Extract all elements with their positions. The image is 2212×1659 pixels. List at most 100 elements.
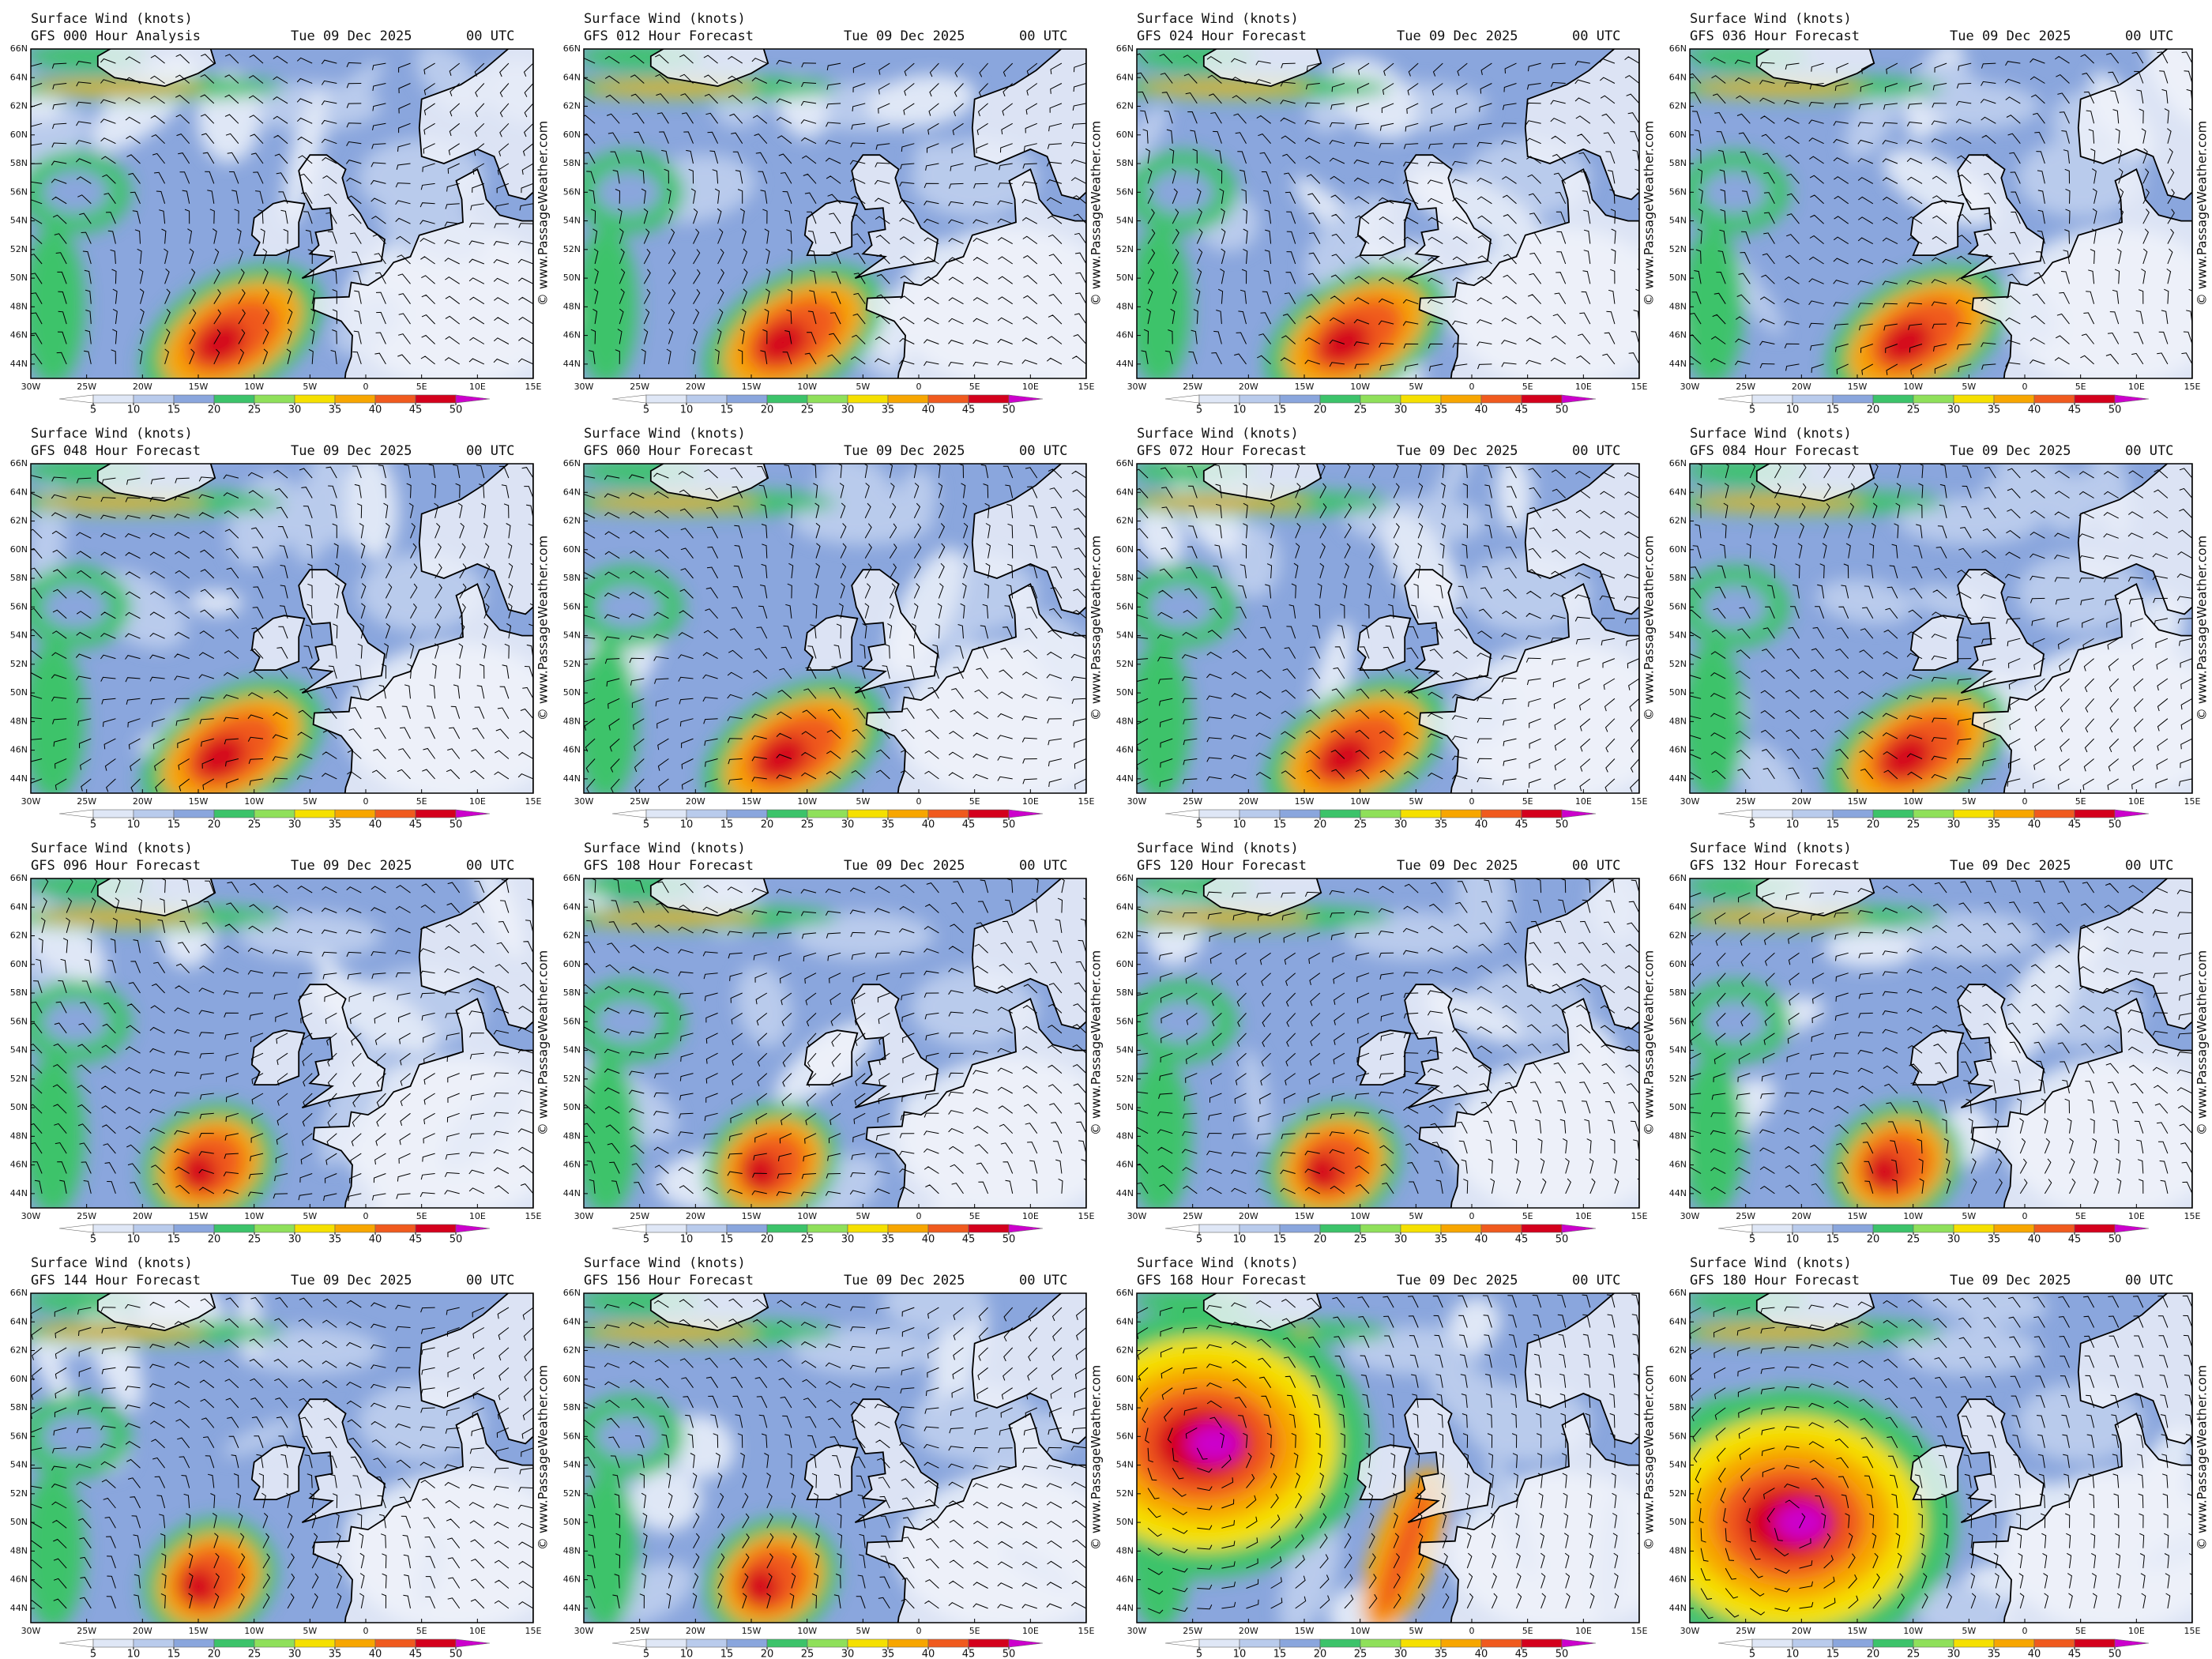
colorbar-label: 35 [1435,404,1448,416]
colorbar-segment [1717,1638,1753,1648]
lat-label: 62N [1669,516,1687,526]
lon-label: 5E [416,1211,427,1221]
wind-barbs [584,464,1086,793]
lon-label: 10W [244,1211,264,1221]
panel: Surface Wind (knots) GFS 096 Hour Forecas… [10,841,551,1246]
land [1755,464,1875,502]
map-frame [1689,1292,2193,1623]
wind-area [584,878,610,920]
colorbar-segment [415,1638,457,1648]
colorbar-segment [968,1224,1010,1233]
colorbar-label: 20 [761,1234,774,1246]
lat-label: 44N [1116,359,1134,369]
lat-label: 46N [1116,745,1134,755]
colorbar-label: 35 [1988,819,2001,831]
colorbar-segment [611,1638,647,1648]
colorbar-segment [1561,809,1597,818]
lon-label: 5W [1409,382,1423,392]
panel-title: Surface Wind (knots) [584,1255,746,1271]
colorbar-segment [1561,1638,1597,1648]
colorbar-label: 25 [1354,1649,1367,1659]
colorbar-segment [1400,809,1442,818]
lat-label: 54N [10,1460,28,1470]
colorbar-label: 10 [127,404,141,416]
lat-label: 50N [563,1517,581,1527]
colorbar-label: 20 [761,404,774,416]
lon-label: 30W [21,1626,41,1636]
colorbar-label: 50 [1003,819,1016,831]
lat-label: 60N [1116,959,1134,969]
colorbar-label: 20 [1867,404,1880,416]
panel-title: Surface Wind (knots) [1690,841,1852,856]
land [1202,464,1322,502]
wind-area [1139,911,1314,923]
colorbar-segment [2074,394,2116,404]
wind-area [1845,83,1899,160]
colorbar-segment [1279,394,1321,404]
lat-label: 62N [10,1345,28,1356]
map-frame [30,1292,534,1623]
land [803,200,859,257]
lat-label: 48N [10,1545,28,1556]
lon-label: 15W [1295,1626,1315,1636]
lat-label: 56N [563,1016,581,1026]
lat-label: 56N [1116,601,1134,611]
colorbar-label: 50 [1556,1234,1569,1246]
colorbar-segment [1198,809,1240,818]
lat-label: 44N [1669,1188,1687,1198]
lat-label: 64N [1116,72,1134,82]
lon-label: 0 [916,382,922,392]
colorbar-label: 45 [962,1649,976,1659]
colorbar-label: 30 [288,819,302,831]
colorbar-label: 35 [1988,1234,2001,1246]
colorbar-label: 15 [1273,1234,1287,1246]
lat-label: 54N [10,1045,28,1055]
lat-label: 54N [563,1460,581,1470]
lat-label: 66N [1116,458,1134,468]
lon-label: 10E [469,796,486,807]
colorbar-label: 45 [2068,1649,2082,1659]
lat-label: 60N [10,130,28,140]
wind-area [914,140,962,182]
colorbar-segment [1993,809,2035,818]
wind-area [584,1057,638,1208]
model-run: GFS 036 Hour Forecast [1690,28,1860,44]
lon-label: 10W [244,382,264,392]
colorbar-label: 40 [1475,1649,1488,1659]
colorbar-segment [686,1224,728,1233]
colorbar-segment [254,809,295,818]
lon-label: 25W [630,1211,649,1221]
wind-barbs [1137,53,1639,371]
lat-label: 58N [563,1402,581,1413]
wind-area [1692,81,1867,93]
lat-label: 48N [10,716,28,726]
lon-label: 5W [856,796,870,807]
lat-label: 44N [1669,1603,1687,1613]
colorbar-segment [726,394,768,404]
wind-area [1137,105,1168,168]
lat-label: 54N [1669,1045,1687,1055]
land [96,1293,216,1332]
panel: Surface Wind (knots)GFS 084 Hour Forecas… [1669,426,2210,831]
colorbar-segment [1792,1224,1834,1233]
land [2077,1293,2192,1445]
lat-label: 52N [10,244,28,254]
colorbar-label: 40 [2028,1649,2041,1659]
valid-time: 00 UTC [1019,28,1067,44]
colorbar-segment [1480,394,1522,404]
wind-barbs [1137,464,1639,792]
watermark: © www.PassageWeather.com [536,121,551,306]
watermark: © www.PassageWeather.com [1089,950,1104,1135]
lat-label: 48N [1669,1130,1687,1141]
colorbar-label: 35 [882,1649,895,1659]
colorbar-segment [1993,394,2035,404]
colorbar-segment [455,394,491,404]
lat-label: 54N [10,216,28,226]
colorbar-label: 35 [1435,819,1448,831]
colorbar-segment [1319,1638,1361,1648]
lon-label: 15W [189,796,209,807]
wind-area [1303,1153,1341,1191]
colorbar-segment [1832,1638,1874,1648]
lat-label: 58N [1116,573,1134,583]
wind-area [1137,1057,1191,1208]
